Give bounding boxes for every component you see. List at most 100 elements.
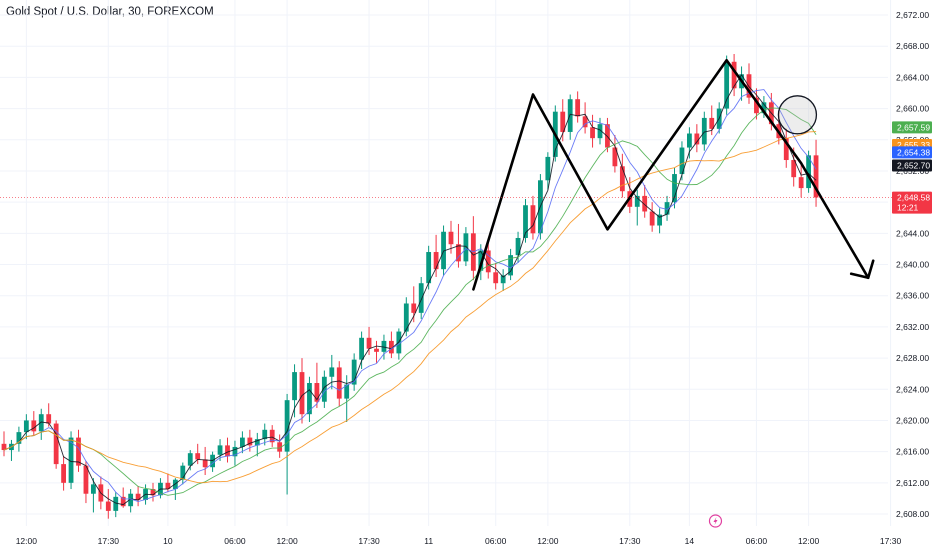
candle-body[interactable]: [508, 255, 513, 276]
candle-body[interactable]: [165, 482, 171, 490]
candle-body[interactable]: [150, 489, 156, 496]
candle-body[interactable]: [232, 446, 238, 457]
candle-body[interactable]: [38, 414, 44, 432]
candle-body[interactable]: [128, 493, 134, 507]
candle-body[interactable]: [463, 233, 469, 262]
y-axis-tick-label: 2,628.00: [896, 353, 929, 363]
candle-body[interactable]: [120, 496, 126, 507]
candle-body[interactable]: [202, 459, 208, 468]
candle-body[interactable]: [113, 496, 119, 511]
candle-body[interactable]: [478, 250, 484, 271]
candle-body[interactable]: [597, 124, 603, 139]
candle-body[interactable]: [314, 383, 320, 402]
candle-body[interactable]: [321, 376, 327, 402]
candle-body[interactable]: [426, 252, 432, 284]
candle-body[interactable]: [761, 102, 767, 114]
candle-body[interactable]: [441, 231, 446, 270]
candle-body[interactable]: [187, 453, 193, 466]
candle-body[interactable]: [694, 133, 700, 145]
candle-body[interactable]: [247, 437, 253, 446]
candle-body[interactable]: [1, 443, 7, 451]
candle-body[interactable]: [642, 195, 648, 212]
candle-body[interactable]: [105, 501, 111, 511]
candle-body[interactable]: [195, 453, 201, 460]
candle-body[interactable]: [724, 61, 730, 109]
candle-body[interactable]: [374, 348, 379, 352]
candle-body[interactable]: [560, 111, 566, 132]
candle-body[interactable]: [485, 250, 491, 273]
candle-body[interactable]: [210, 454, 215, 468]
candle-body[interactable]: [493, 272, 499, 284]
candle-body[interactable]: [657, 214, 662, 226]
candle-body[interactable]: [456, 244, 461, 262]
candle-body[interactable]: [612, 147, 618, 167]
candle-body[interactable]: [16, 432, 22, 444]
candle-body[interactable]: [336, 367, 342, 399]
candle-body[interactable]: [687, 133, 692, 148]
candle-body[interactable]: [672, 174, 677, 203]
candle-body[interactable]: [500, 275, 506, 284]
candle-body[interactable]: [225, 445, 230, 457]
candle-body[interactable]: [783, 138, 789, 161]
candle-body[interactable]: [679, 147, 685, 175]
candle-body[interactable]: [91, 484, 96, 494]
candle-body[interactable]: [359, 337, 364, 360]
candle-body[interactable]: [530, 205, 536, 234]
candle-body[interactable]: [61, 464, 66, 483]
candle-body[interactable]: [634, 195, 640, 207]
candle-body[interactable]: [83, 465, 89, 494]
candle-body[interactable]: [590, 127, 595, 139]
candle-body[interactable]: [523, 205, 528, 238]
candle-body[interactable]: [619, 166, 625, 192]
candle-body[interactable]: [284, 400, 290, 452]
candle-body[interactable]: [53, 423, 59, 465]
candle-body[interactable]: [366, 337, 372, 349]
candle-body[interactable]: [806, 155, 811, 189]
double-top-pattern-line[interactable]: [472, 58, 870, 291]
candle-body[interactable]: [411, 303, 417, 313]
candle-body[interactable]: [731, 61, 737, 89]
candle-body[interactable]: [418, 283, 424, 313]
candle-body[interactable]: [798, 177, 804, 189]
candle-body[interactable]: [180, 465, 186, 480]
candle-body[interactable]: [709, 117, 715, 129]
candle-body[interactable]: [649, 211, 655, 226]
candle-body[interactable]: [76, 437, 81, 466]
candle-body[interactable]: [240, 437, 245, 447]
candle-body[interactable]: [254, 439, 260, 446]
candle-body[interactable]: [813, 155, 819, 198]
candle-body[interactable]: [262, 429, 268, 440]
candle-body[interactable]: [269, 429, 275, 443]
candle-body[interactable]: [754, 97, 759, 114]
candle-body[interactable]: [68, 437, 74, 483]
candle-body[interactable]: [31, 420, 37, 432]
candle-body[interactable]: [605, 124, 610, 148]
candle-body[interactable]: [329, 367, 335, 377]
candle-body[interactable]: [389, 340, 394, 354]
candle-body[interactable]: [299, 372, 305, 415]
candle-body[interactable]: [664, 202, 670, 215]
circle-annotation[interactable]: [777, 95, 818, 135]
candle-body[interactable]: [515, 237, 521, 256]
candle-body[interactable]: [433, 252, 439, 270]
candle-body[interactable]: [448, 231, 454, 245]
candle-body[interactable]: [403, 303, 409, 332]
candle-body[interactable]: [344, 384, 350, 399]
candle-body[interactable]: [351, 359, 357, 385]
candle-body[interactable]: [545, 156, 551, 181]
x-axis-tick-label: 12:00: [276, 536, 298, 546]
candle-body[interactable]: [46, 414, 52, 424]
candle-body[interactable]: [277, 442, 283, 452]
candle-body[interactable]: [582, 116, 588, 128]
candle-body[interactable]: [307, 383, 312, 415]
candle-body[interactable]: [791, 160, 797, 178]
candle-body[interactable]: [575, 99, 581, 117]
candle-body[interactable]: [23, 420, 29, 433]
candle-body[interactable]: [701, 117, 707, 145]
candle-body[interactable]: [292, 372, 297, 401]
candle-body[interactable]: [381, 340, 387, 352]
candle-body[interactable]: [567, 99, 573, 132]
candle-body[interactable]: [135, 493, 141, 500]
candle-body[interactable]: [217, 445, 223, 455]
